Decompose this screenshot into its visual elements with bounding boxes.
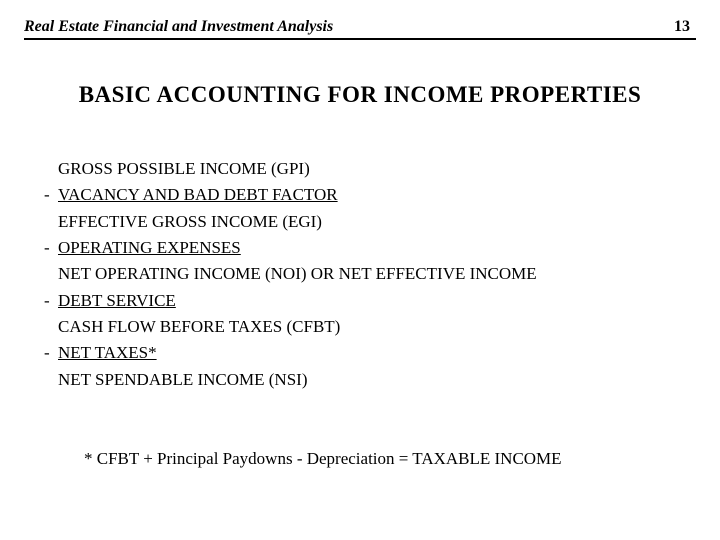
page-number: 13 <box>674 18 696 36</box>
line-label: NET OPERATING INCOME (NOI) OR NET EFFECT… <box>58 261 537 287</box>
line-prefix: - <box>44 182 58 208</box>
line-label: GROSS POSSIBLE INCOME (GPI) <box>58 156 310 182</box>
accounting-lines: GROSS POSSIBLE INCOME (GPI) - VACANCY AN… <box>44 156 696 393</box>
page-header: Real Estate Financial and Investment Ana… <box>24 18 696 40</box>
main-title: BASIC ACCOUNTING FOR INCOME PROPERTIES <box>24 82 696 108</box>
line-label: EFFECTIVE GROSS INCOME (EGI) <box>58 209 322 235</box>
line-item: - NET TAXES* <box>44 340 696 366</box>
line-label: DEBT SERVICE <box>58 288 176 314</box>
line-prefix <box>44 314 58 340</box>
line-prefix <box>44 261 58 287</box>
footnote: * CFBT + Principal Paydowns - Depreciati… <box>84 449 696 469</box>
line-item: - OPERATING EXPENSES <box>44 235 696 261</box>
line-item: GROSS POSSIBLE INCOME (GPI) <box>44 156 696 182</box>
line-item: EFFECTIVE GROSS INCOME (EGI) <box>44 209 696 235</box>
line-item: NET OPERATING INCOME (NOI) OR NET EFFECT… <box>44 261 696 287</box>
line-label: NET TAXES* <box>58 340 157 366</box>
line-label: OPERATING EXPENSES <box>58 235 241 261</box>
line-label: VACANCY AND BAD DEBT FACTOR <box>58 182 338 208</box>
line-prefix <box>44 367 58 393</box>
line-prefix: - <box>44 340 58 366</box>
line-prefix <box>44 156 58 182</box>
line-item: CASH FLOW BEFORE TAXES (CFBT) <box>44 314 696 340</box>
header-title: Real Estate Financial and Investment Ana… <box>24 18 333 36</box>
line-label: CASH FLOW BEFORE TAXES (CFBT) <box>58 314 340 340</box>
line-prefix <box>44 209 58 235</box>
line-prefix: - <box>44 288 58 314</box>
line-item: - DEBT SERVICE <box>44 288 696 314</box>
line-label: NET SPENDABLE INCOME (NSI) <box>58 367 308 393</box>
line-prefix: - <box>44 235 58 261</box>
line-item: - VACANCY AND BAD DEBT FACTOR <box>44 182 696 208</box>
line-item: NET SPENDABLE INCOME (NSI) <box>44 367 696 393</box>
